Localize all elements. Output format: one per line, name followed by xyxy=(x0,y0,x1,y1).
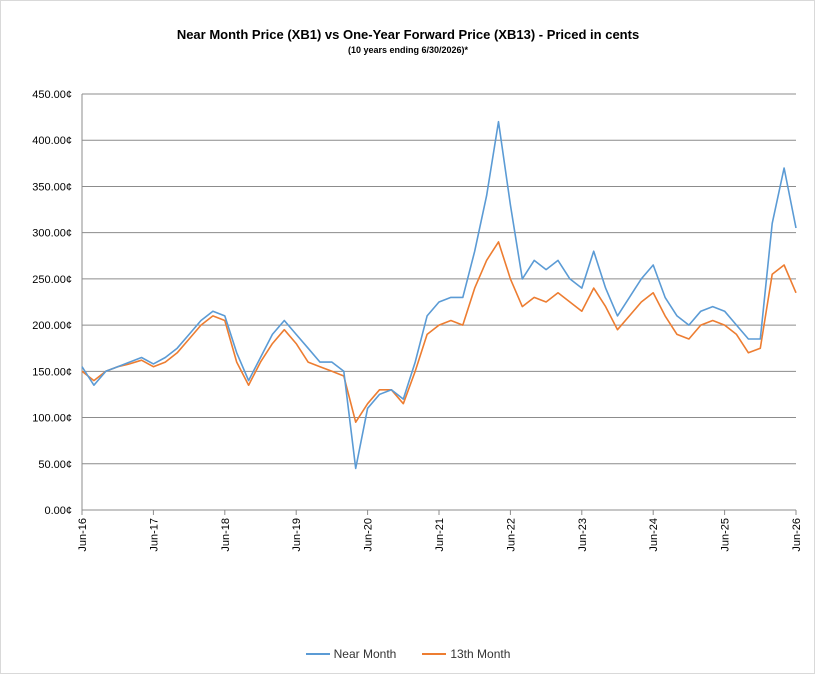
legend-item-13th-month: 13th Month xyxy=(422,647,510,661)
y-tick-label: 50.00¢ xyxy=(38,459,72,471)
legend-swatch-near-month xyxy=(305,653,330,655)
legend-swatch-13th-month xyxy=(422,653,447,655)
x-tick-label: Jun-23 xyxy=(577,518,589,552)
x-tick-label: Jun-22 xyxy=(505,518,517,552)
y-tick-label: 400.00¢ xyxy=(32,135,72,147)
y-tick-label: 100.00¢ xyxy=(32,413,72,425)
y-tick-label: 150.00¢ xyxy=(32,366,72,378)
chart-subtitle: (10 years ending 6/30/2026)* xyxy=(347,45,469,55)
y-tick-label: 200.00¢ xyxy=(32,320,72,332)
x-tick-label: Jun-20 xyxy=(363,518,375,552)
x-tick-label: Jun-19 xyxy=(291,518,303,552)
x-tick-label: Jun-21 xyxy=(434,518,446,552)
y-tick-label: 450.00¢ xyxy=(32,89,72,101)
series-line-13th-month xyxy=(81,241,797,424)
y-tick-label: 250.00¢ xyxy=(32,274,72,286)
chart-title: Near Month Price (XB1) vs One-Year Forwa… xyxy=(176,27,640,42)
x-tick-label: Jun-25 xyxy=(720,518,732,552)
y-tick-label: 350.00¢ xyxy=(32,181,72,193)
x-tick-label: Jun-17 xyxy=(148,518,160,552)
x-tick-label: Jun-26 xyxy=(791,518,803,552)
legend-item-near-month: Near Month xyxy=(305,647,397,661)
series-line-near-month xyxy=(81,120,797,470)
x-tick-label: Jun-18 xyxy=(220,518,232,552)
legend: Near Month 13th Month xyxy=(0,647,816,661)
legend-label-near-month: Near Month xyxy=(333,647,397,661)
y-tick-label: 0.00¢ xyxy=(44,505,72,517)
legend-label-13th-month: 13th Month xyxy=(450,647,511,661)
y-tick-label: 300.00¢ xyxy=(32,228,72,240)
x-tick-label: Jun-16 xyxy=(77,518,89,552)
x-tick-label: Jun-24 xyxy=(648,518,660,552)
